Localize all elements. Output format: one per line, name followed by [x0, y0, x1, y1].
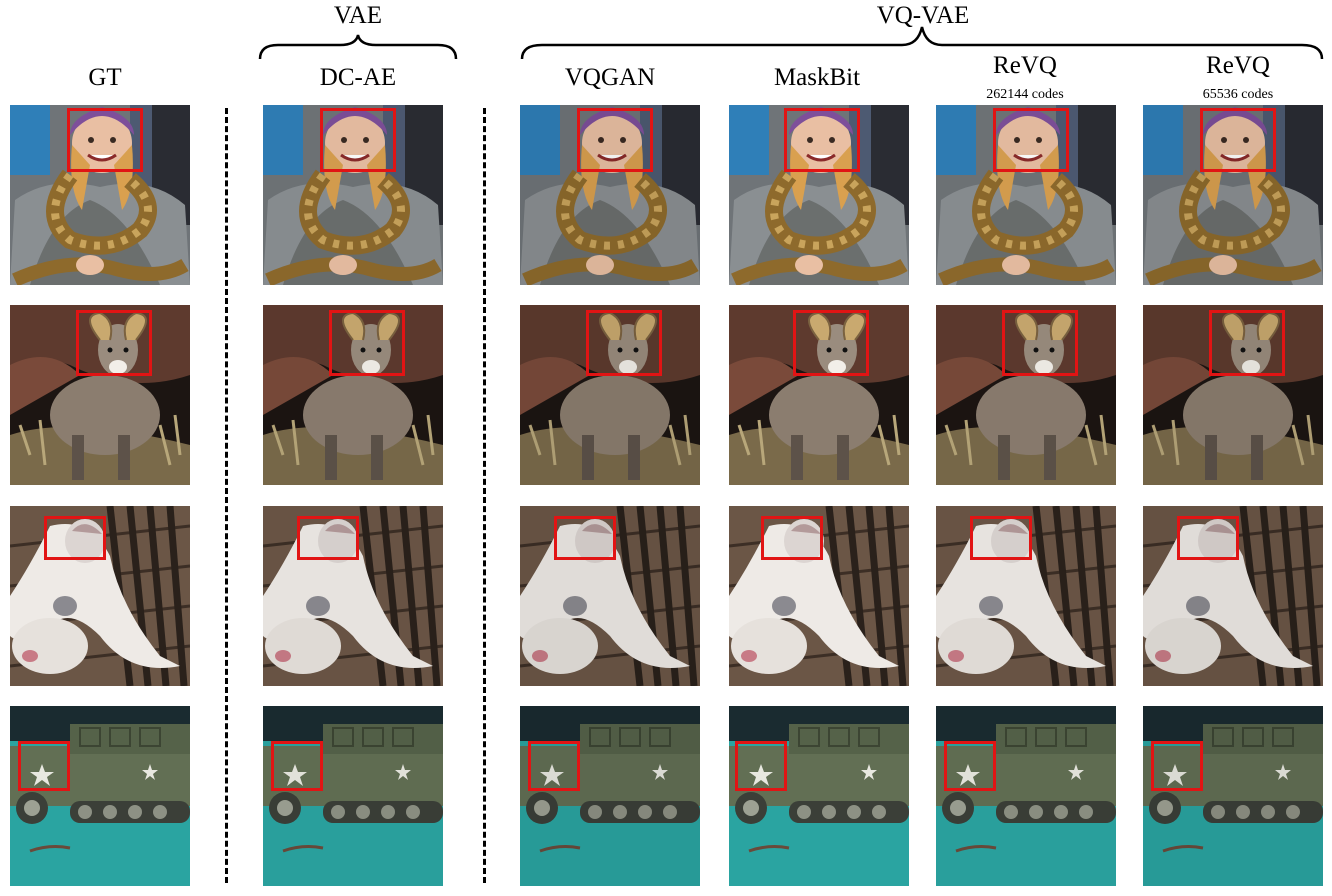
group-title-vq-vae: VQ-VAE	[876, 2, 970, 29]
image-toy-halftrack-col-2	[520, 706, 700, 886]
image-toy-halftrack-col-4	[936, 706, 1116, 886]
image-girl-with-python-col-4	[936, 105, 1116, 285]
highlight-box	[329, 310, 405, 376]
image-girl-with-python-col-1	[263, 105, 443, 285]
image-dog-on-deck-col-5	[1143, 506, 1323, 686]
column-title-vqgan: VQGAN	[564, 64, 656, 91]
image-bighorn-ram-col-3	[729, 305, 909, 485]
highlight-box	[586, 310, 662, 376]
divider-gt-vae	[225, 108, 228, 883]
highlight-box	[67, 108, 143, 172]
image-girl-with-python-col-0	[10, 105, 190, 285]
column-title-gt: GT	[88, 64, 122, 91]
image-toy-halftrack-col-1	[263, 706, 443, 886]
highlight-box	[993, 108, 1069, 172]
group-title-vae: VAE	[333, 2, 383, 29]
highlight-box	[554, 516, 616, 560]
highlight-box	[970, 516, 1032, 560]
divider-vae-vqvae	[483, 108, 486, 883]
highlight-box	[793, 310, 869, 376]
highlight-box	[320, 108, 396, 172]
image-dog-on-deck-col-2	[520, 506, 700, 686]
image-toy-halftrack-col-3	[729, 706, 909, 886]
highlight-box	[44, 516, 106, 560]
highlight-box	[1177, 516, 1239, 560]
highlight-box	[18, 741, 70, 791]
image-girl-with-python-col-3	[729, 105, 909, 285]
image-girl-with-python-col-2	[520, 105, 700, 285]
column-subtitle-revq-65536: 65536 codes	[1202, 87, 1274, 102]
highlight-box	[577, 108, 653, 172]
highlight-box	[297, 516, 359, 560]
column-title-revq-65536: ReVQ	[1206, 52, 1270, 79]
column-subtitle-revq-262144: 262144 codes	[986, 87, 1064, 102]
highlight-box	[271, 741, 323, 791]
highlight-box	[1002, 310, 1078, 376]
highlight-box	[735, 741, 787, 791]
image-dog-on-deck-col-0	[10, 506, 190, 686]
image-dog-on-deck-col-1	[263, 506, 443, 686]
highlight-box	[1209, 310, 1285, 376]
image-toy-halftrack-col-0	[10, 706, 190, 886]
image-dog-on-deck-col-3	[729, 506, 909, 686]
highlight-box	[1200, 108, 1276, 172]
image-bighorn-ram-col-4	[936, 305, 1116, 485]
image-bighorn-ram-col-5	[1143, 305, 1323, 485]
highlight-box	[784, 108, 860, 172]
image-bighorn-ram-col-0	[10, 305, 190, 485]
column-title-revq-262144: ReVQ	[993, 52, 1057, 79]
image-bighorn-ram-col-2	[520, 305, 700, 485]
highlight-box	[761, 516, 823, 560]
highlight-box	[528, 741, 580, 791]
image-toy-halftrack-col-5	[1143, 706, 1323, 886]
column-title-maskbit: MaskBit	[773, 64, 861, 91]
vq-vae-brace	[520, 26, 1324, 60]
highlight-box	[944, 741, 996, 791]
highlight-box	[1151, 741, 1203, 791]
image-dog-on-deck-col-4	[936, 506, 1116, 686]
image-girl-with-python-col-5	[1143, 105, 1323, 285]
image-bighorn-ram-col-1	[263, 305, 443, 485]
vae-brace	[258, 34, 458, 60]
column-title-dc-ae: DC-AE	[319, 64, 397, 91]
highlight-box	[76, 310, 152, 376]
